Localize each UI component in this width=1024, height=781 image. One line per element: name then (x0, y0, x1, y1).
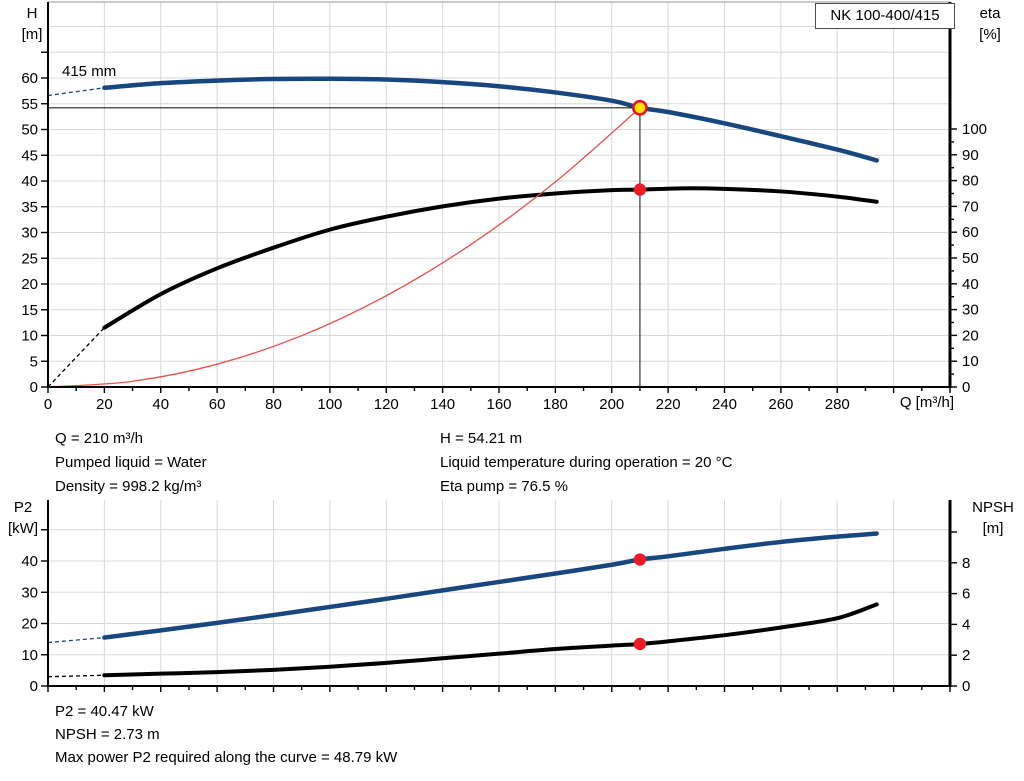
y-right-tick-label: 0 (962, 678, 970, 695)
y-left-tick-label: 60 (21, 70, 38, 87)
y-left-tick-label: 55 (21, 96, 38, 113)
y-right-tick-label: 60 (962, 224, 979, 241)
p2-plot: 0 10 20 30 40 0 2 4 6 8 (21, 500, 970, 695)
p2-axis-title-line1: P2 (13, 499, 33, 516)
impeller-diameter-label: 415 mm (62, 63, 117, 80)
x-tick-label: 180 (543, 396, 568, 413)
y-right-tick-label: 0 (962, 379, 970, 396)
y-right-tick-label: 90 (962, 147, 979, 164)
y-left-tick-label: 45 (21, 147, 38, 164)
affinity-parabola (47, 107, 641, 388)
y-left-tick-label: 0 (30, 678, 38, 695)
x-tick-label: 60 (209, 396, 226, 413)
pump-name: NK 100-400/415 (830, 7, 940, 24)
result-pumped-liquid: Pumped liquid = Water (55, 454, 207, 471)
y-left-tick-label: 15 (21, 302, 38, 319)
y-right-tick-label: 6 (962, 586, 970, 603)
efficiency-curve (102, 186, 879, 330)
h-axis-title-line1: H (26, 5, 38, 22)
result-q: Q = 210 m³/h (55, 430, 143, 447)
x-tick-label: 80 (265, 396, 282, 413)
power-curve (102, 531, 879, 640)
x-tick-label: 220 (656, 396, 681, 413)
head-curve-415mm (102, 76, 879, 163)
x-tick-label: 20 (96, 396, 113, 413)
eta-dot (633, 183, 647, 196)
y-left-tick-label: 10 (21, 328, 38, 345)
result-eta-pump: Eta pump = 76.5 % (440, 478, 568, 495)
npsh-axis-title: NPSH [m] (962, 497, 1024, 539)
y-right-tick-label: 2 (962, 647, 970, 664)
y-left-tick-label: 25 (21, 250, 38, 267)
q-axis-title: Q [m³/h] (899, 394, 954, 411)
pump-name-box: NK 100-400/415 (815, 3, 955, 29)
y-right-tick-label: 20 (962, 327, 979, 344)
y-right-tick-label: 100 (962, 121, 987, 138)
y-left-tick-label: 5 (30, 353, 38, 370)
p2-axis-title: P2 [kW] (0, 497, 46, 539)
npsh-axis-title-line2: [m] (982, 520, 1004, 537)
npsh-curve-extrapolated (47, 674, 105, 678)
eta-axis-title: eta [%] (961, 3, 1019, 45)
x-tick-label: 280 (825, 396, 850, 413)
efficiency-curve-extrapolated (47, 327, 105, 388)
npsh-dot (633, 637, 647, 651)
y-right-tick-label: 30 (962, 302, 979, 319)
y-left-tick-label: 50 (21, 122, 38, 139)
p2-dot (633, 553, 647, 566)
x-tick-label: 240 (712, 396, 737, 413)
y-left-tick-label: 20 (21, 616, 38, 633)
y-right-tick-label: 10 (962, 353, 979, 370)
result-p2: P2 = 40.47 kW (55, 703, 154, 720)
y-right-tick-label: 80 (962, 173, 979, 190)
y-left-tick-label: 40 (21, 553, 38, 570)
qh-plot: 0 20 40 60 80 100 120 140 160 180 200 220 240 260 2800… (21, 1, 987, 413)
results-top-left: Q = 210 m³/h Pumped liquid = Water Densi… (55, 427, 207, 499)
y-left-tick-label: 35 (21, 199, 38, 216)
x-tick-label: 120 (374, 396, 399, 413)
results-bottom: P2 = 40.47 kW NPSH = 2.73 m Max power P2… (55, 700, 397, 769)
x-tick-label: 100 (317, 396, 342, 413)
result-h: H = 54.21 m (440, 430, 523, 447)
result-npsh: NPSH = 2.73 m (55, 726, 160, 743)
result-liquid-temperature: Liquid temperature during operation = 20… (440, 454, 733, 471)
x-tick-label: 260 (768, 396, 793, 413)
y-right-tick-label: 70 (962, 198, 979, 215)
x-tick-label: 200 (599, 396, 624, 413)
h-axis-title-line2: [m] (21, 26, 43, 43)
eta-axis-title-line2: [%] (979, 26, 1001, 43)
npsh-curve (102, 602, 879, 678)
y-left-tick-label: 30 (21, 584, 38, 601)
npsh-axis-title-line1: NPSH (972, 499, 1014, 516)
duty-point-marker[interactable] (632, 99, 648, 116)
x-tick-label: 40 (152, 396, 169, 413)
head-curve-415mm-extrapolated (47, 87, 105, 97)
x-tick-label: 160 (486, 396, 511, 413)
h-axis-title: H [m] (8, 3, 56, 45)
y-left-tick-label: 20 (21, 276, 38, 293)
result-density: Density = 998.2 kg/m³ (55, 478, 202, 495)
y-right-tick-label: 40 (962, 276, 979, 293)
results-top-right: H = 54.21 m Liquid temperature during op… (440, 427, 732, 499)
y-right-tick-label: 8 (962, 555, 970, 572)
y-right-tick-label: 4 (962, 616, 970, 633)
power-curve-extrapolated (47, 636, 105, 644)
y-left-tick-label: 40 (21, 173, 38, 190)
eta-axis-title-line1: eta (979, 5, 1001, 22)
y-left-tick-label: 10 (21, 647, 38, 664)
y-left-tick-label: 30 (21, 225, 38, 242)
y-right-tick-label: 50 (962, 250, 979, 267)
x-tick-label: 0 (44, 396, 52, 413)
y-left-tick-label: 0 (30, 379, 38, 396)
p2-axis-title-line2: [kW] (8, 520, 38, 537)
result-max-power: Max power P2 required along the curve = … (55, 749, 398, 766)
x-tick-label: 140 (430, 396, 455, 413)
